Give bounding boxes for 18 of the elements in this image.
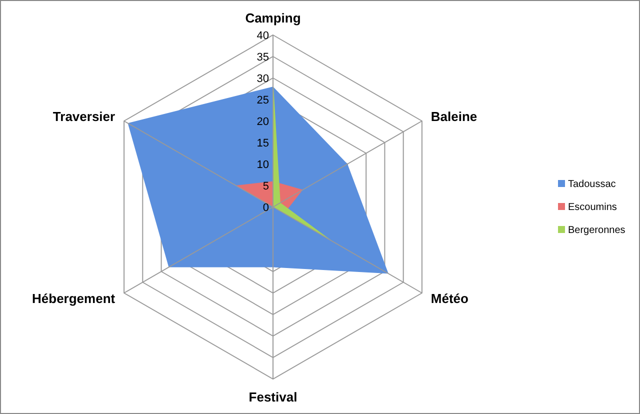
- y-tick-label: 35: [256, 52, 269, 64]
- y-tick-label: 10: [256, 159, 269, 171]
- spoke-label: Baleine: [430, 108, 478, 124]
- spoke-label: Camping: [245, 10, 301, 26]
- y-tick-label: 40: [256, 30, 269, 42]
- y-tick-label: 5: [262, 180, 269, 192]
- y-tick-label: 0: [262, 202, 269, 214]
- y-tick-label: 25: [256, 94, 269, 106]
- y-tick-label: 15: [256, 138, 269, 150]
- spoke-label: Traversier: [52, 108, 116, 124]
- y-tick-label: 30: [256, 73, 269, 85]
- legend-label: Tadoussac: [568, 179, 616, 190]
- spoke-label: Météo: [430, 291, 469, 306]
- y-tick-label: 20: [256, 116, 269, 128]
- spoke-label: Festival: [248, 389, 298, 404]
- spoke-label: Hébergement: [32, 291, 116, 306]
- legend-label: Escoumins: [568, 202, 617, 213]
- legend-label: Bergeronnes: [568, 225, 626, 236]
